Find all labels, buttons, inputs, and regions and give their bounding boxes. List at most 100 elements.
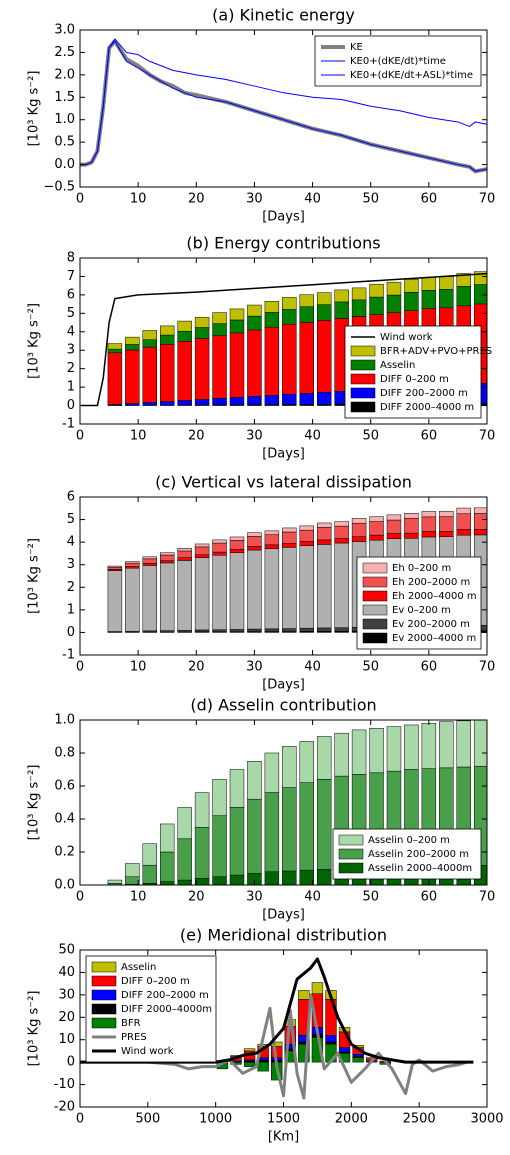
bar: [247, 546, 262, 551]
chart-title: (d) Asselin contribution: [190, 696, 376, 715]
bar: [107, 565, 123, 568]
bar: [159, 554, 175, 561]
bar: [229, 629, 245, 633]
bar: [264, 326, 280, 396]
bar: [334, 627, 349, 632]
legend-label: Asselin: [380, 360, 415, 371]
x-tick-label: 10: [130, 192, 147, 207]
bar: [194, 629, 210, 633]
bar: [439, 510, 454, 517]
legend-label: Wind work: [121, 1046, 174, 1057]
bar: [264, 395, 280, 405]
y-tick-label: 0: [67, 625, 75, 640]
legend-label: DIFF 0–200 m: [380, 374, 449, 385]
bar: [316, 736, 332, 780]
bar: [316, 779, 332, 870]
legend-swatch: [350, 373, 376, 385]
legend-label: Eh 0–200 m: [392, 563, 451, 574]
bar: [264, 534, 280, 546]
bar: [177, 330, 192, 342]
bar: [316, 522, 332, 528]
bar: [177, 320, 192, 332]
bar: [386, 281, 402, 296]
bar: [264, 312, 280, 328]
y-tick-label: 10: [58, 1032, 75, 1047]
bar: [439, 289, 454, 309]
axes-frame: [79, 496, 488, 656]
bar: [212, 323, 227, 336]
x-tick-label: 20: [188, 429, 205, 444]
y-tick-label: 1.5: [54, 90, 75, 105]
bar: [264, 752, 280, 793]
bar: [282, 309, 297, 325]
legend: Eh 0–200 m Eh 200–2000 m Eh 2000–4000 m Ev …: [356, 556, 482, 650]
bar: [404, 292, 419, 312]
bar: [298, 990, 310, 1000]
x-tick-label: 10: [130, 429, 147, 444]
bar: [351, 522, 367, 537]
bar: [282, 323, 297, 395]
panel: (b) Energy contributions [Days] [10³ Kg s⁻…: [27, 234, 496, 462]
legend-label: KE0+(dKE/dt)*time: [350, 56, 446, 67]
bar: [299, 869, 314, 885]
x-tick-label: 60: [421, 192, 438, 207]
x-axis-label: [Days]: [262, 447, 305, 462]
bar: [257, 1061, 269, 1072]
bar: [194, 317, 210, 328]
bar: [142, 339, 157, 348]
legend-swatch: [362, 632, 388, 644]
y-axis-label: [10³ Kg s⁻²]: [27, 538, 42, 614]
y-tick-label: 2: [67, 361, 75, 376]
bar: [299, 393, 314, 405]
bar: [473, 507, 487, 514]
bar: [369, 296, 384, 315]
y-axis-label: [10³ Kg s⁻²]: [27, 765, 42, 841]
bar: [107, 343, 123, 350]
bar: [107, 879, 123, 884]
y-tick-label: 0.2: [54, 845, 75, 860]
bar: [473, 529, 487, 536]
legend-label: Ev 2000–4000 m: [392, 633, 476, 644]
bar: [264, 548, 280, 630]
bar: [299, 306, 314, 323]
bar: [316, 292, 332, 305]
x-tick-label: 2000: [335, 1112, 368, 1127]
bar: [282, 543, 297, 548]
bar: [404, 724, 419, 770]
legend-swatch: [350, 387, 376, 399]
axes-frame: [79, 257, 488, 425]
x-tick-label: 40: [304, 890, 321, 905]
bar: [316, 320, 332, 393]
bar: [194, 338, 210, 400]
bar: [386, 514, 402, 521]
legend-swatch: [91, 961, 117, 973]
y-tick-label: 0.4: [54, 812, 75, 827]
y-axis-label: [10³ Kg s⁻²]: [27, 991, 42, 1067]
bar: [299, 541, 314, 547]
y-tick-label: 4: [67, 535, 75, 550]
bar: [142, 558, 157, 564]
bar: [212, 779, 227, 816]
bar: [456, 273, 471, 287]
y-tick-label: 1: [67, 602, 75, 617]
y-tick-label: 40: [58, 965, 75, 980]
legend-label: Ev 0–200 m: [392, 605, 451, 616]
bar: [142, 346, 157, 403]
legend-swatch: [362, 618, 388, 630]
bar: [159, 401, 175, 406]
x-tick-label: 20: [188, 192, 205, 207]
y-tick-label: -20: [54, 1100, 75, 1115]
bar: [125, 876, 140, 885]
y-tick-label: 20: [58, 1010, 75, 1025]
bar: [194, 327, 210, 339]
legend-label: DIFF 200–2000 m: [121, 990, 209, 1001]
bar: [243, 1061, 256, 1067]
bar: [107, 570, 123, 632]
chart-title: (a) Kinetic energy: [212, 6, 355, 25]
bar: [299, 529, 314, 542]
legend-swatch: [338, 862, 364, 874]
y-tick-label: 30: [58, 987, 75, 1002]
bar: [352, 1057, 364, 1063]
x-axis-label: [Days]: [262, 678, 305, 693]
y-tick-label: 3: [67, 557, 75, 572]
